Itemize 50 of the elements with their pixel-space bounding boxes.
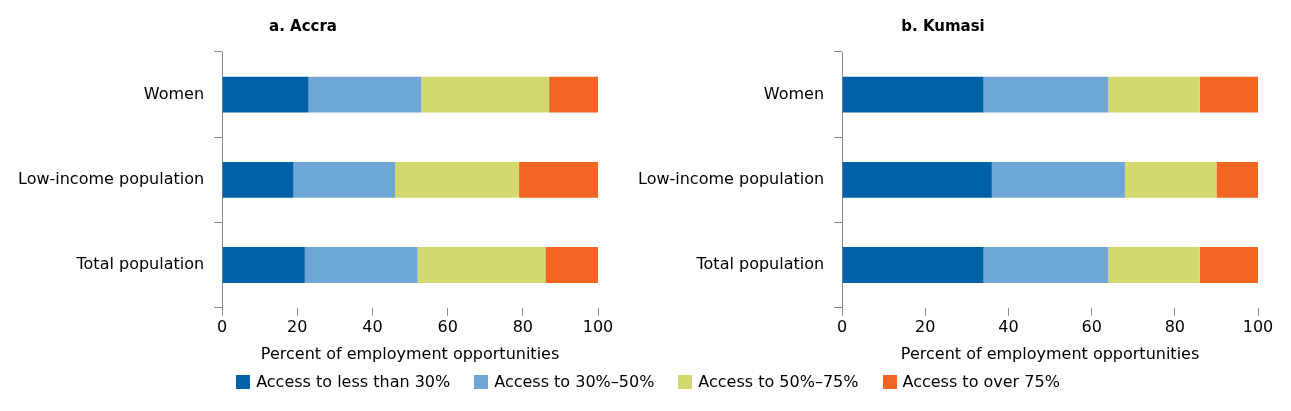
bar <box>991 161 1125 198</box>
bar <box>1199 247 1258 283</box>
bar <box>1216 161 1258 198</box>
bar <box>842 247 984 283</box>
x-tick-label: 20 <box>287 317 308 337</box>
bar <box>1124 161 1217 198</box>
x-tick-label: 60 <box>1081 317 1102 337</box>
y-tick-label: Low-income population <box>638 168 825 188</box>
legend-label: Access to 30%–50% <box>494 372 655 391</box>
x-tick-label: 40 <box>998 317 1019 337</box>
x-tick-label: 0 <box>217 317 228 337</box>
bar <box>1199 76 1258 113</box>
bar <box>304 247 418 283</box>
x-tick-label: 60 <box>437 317 458 337</box>
bar <box>519 161 598 198</box>
x-tick-label: 0 <box>837 317 848 337</box>
y-tick-label: Total population <box>75 254 205 274</box>
y-tick-label: Women <box>143 83 205 103</box>
x-tick-label: 100 <box>582 317 614 337</box>
y-tick-label: Low-income population <box>18 168 205 188</box>
x-tick-label: 20 <box>915 317 936 337</box>
legend-label: Access to 50%–75% <box>698 372 859 391</box>
bar <box>842 161 992 198</box>
legend-label: Access to over 75% <box>902 372 1060 391</box>
x-axis-title: Percent of employment opportunities <box>900 343 1200 363</box>
legend-label: Access to less than 30% <box>256 372 451 391</box>
bar <box>417 247 546 283</box>
bar <box>308 76 422 113</box>
x-tick-label: 100 <box>1242 317 1274 337</box>
bar <box>545 247 598 283</box>
bar <box>222 76 309 113</box>
chart-title: b. Kumasi <box>901 16 985 35</box>
bar <box>983 247 1109 283</box>
bar <box>293 161 396 198</box>
x-tick-label: 80 <box>1164 317 1185 337</box>
bar <box>1108 247 1200 283</box>
bar <box>842 76 984 113</box>
chart-title: a. Accra <box>269 16 337 35</box>
x-tick-label: 40 <box>362 317 383 337</box>
bar <box>222 247 305 283</box>
y-tick-label: Women <box>763 83 825 103</box>
bar <box>549 76 598 113</box>
y-tick-label: Total population <box>695 254 825 274</box>
bar <box>395 161 520 198</box>
bar <box>421 76 550 113</box>
bar <box>983 76 1109 113</box>
bar <box>1108 76 1200 113</box>
bar <box>222 161 294 198</box>
x-tick-label: 80 <box>512 317 533 337</box>
x-axis-title: Percent of employment opportunities <box>260 343 560 363</box>
